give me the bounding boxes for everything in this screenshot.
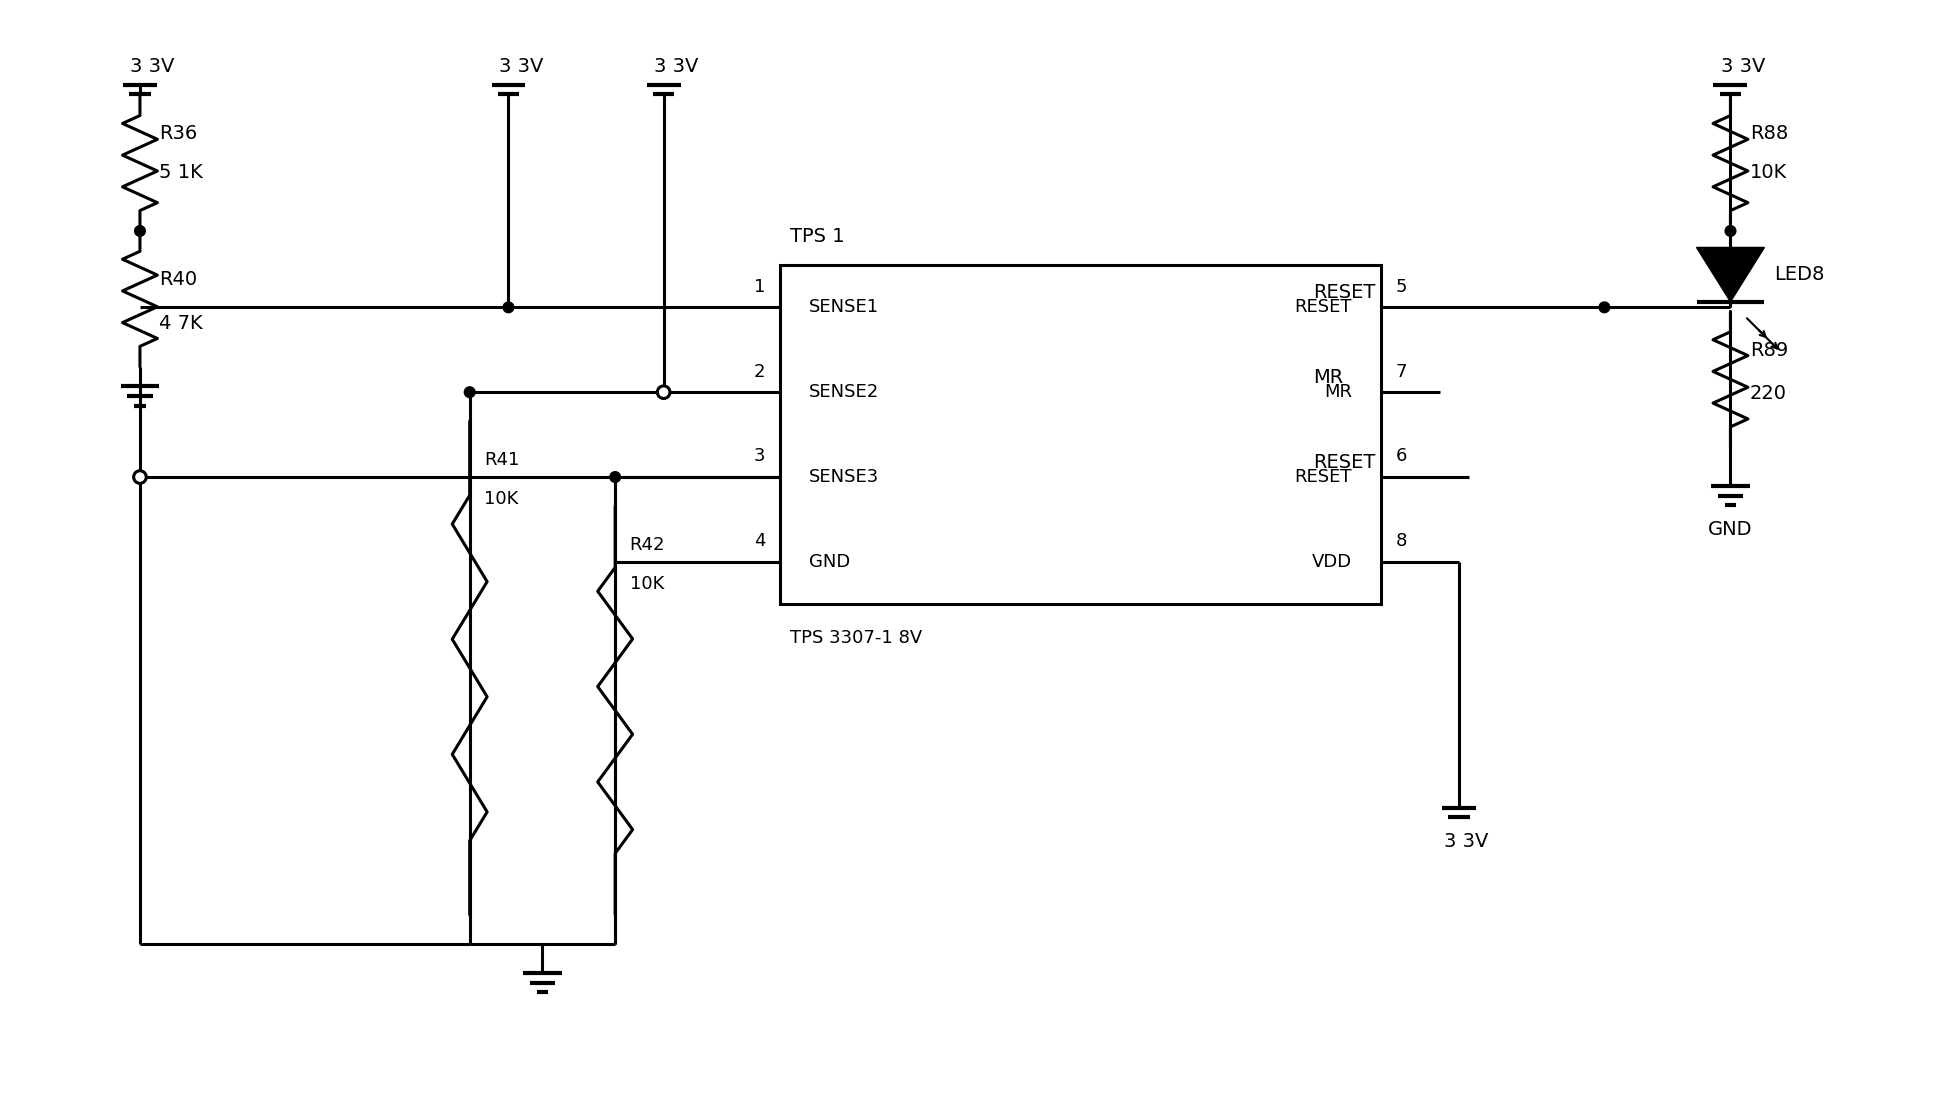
Text: SENSE2: SENSE2 xyxy=(808,383,879,401)
Text: RESET: RESET xyxy=(1295,468,1352,486)
Text: 4 7K: 4 7K xyxy=(160,314,203,333)
Text: R42: R42 xyxy=(629,536,664,554)
Circle shape xyxy=(610,472,621,483)
Text: 5: 5 xyxy=(1397,278,1406,295)
Text: R41: R41 xyxy=(485,451,520,469)
Text: 5 1K: 5 1K xyxy=(160,163,203,182)
Polygon shape xyxy=(1697,248,1765,302)
Circle shape xyxy=(656,386,670,399)
Text: GND: GND xyxy=(1708,520,1753,539)
Circle shape xyxy=(134,472,146,483)
Text: RESET: RESET xyxy=(1295,299,1352,316)
Text: 1: 1 xyxy=(754,278,766,295)
Text: R89: R89 xyxy=(1749,341,1788,359)
Circle shape xyxy=(503,302,514,313)
Text: MR: MR xyxy=(1325,383,1352,401)
Text: LED8: LED8 xyxy=(1775,266,1825,284)
Text: TPS 1: TPS 1 xyxy=(789,227,843,246)
Text: 3 3V: 3 3V xyxy=(1443,832,1488,851)
Text: 3: 3 xyxy=(754,447,766,465)
Text: 10K: 10K xyxy=(629,575,664,593)
Text: VDD: VDD xyxy=(1313,553,1352,571)
Text: 8: 8 xyxy=(1397,532,1406,550)
Circle shape xyxy=(1599,302,1609,313)
Text: 220: 220 xyxy=(1749,385,1786,403)
Text: 2: 2 xyxy=(754,363,766,380)
Text: 7: 7 xyxy=(1397,363,1406,380)
Text: MR: MR xyxy=(1313,368,1344,387)
Text: 3 3V: 3 3V xyxy=(1720,57,1765,76)
Text: SENSE1: SENSE1 xyxy=(808,299,879,316)
Text: GND: GND xyxy=(808,553,851,571)
Circle shape xyxy=(1726,226,1736,236)
Text: SENSE3: SENSE3 xyxy=(808,468,879,486)
Text: 10K: 10K xyxy=(1749,163,1786,182)
Text: 10K: 10K xyxy=(485,490,518,508)
Text: 4: 4 xyxy=(754,532,766,550)
Text: 6: 6 xyxy=(1397,447,1406,465)
Circle shape xyxy=(464,387,475,398)
Text: RESET: RESET xyxy=(1313,453,1375,472)
Text: TPS 3307-1 8V: TPS 3307-1 8V xyxy=(789,628,921,647)
Text: 3 3V: 3 3V xyxy=(131,57,175,76)
Text: R88: R88 xyxy=(1749,125,1788,143)
Text: R40: R40 xyxy=(160,270,197,289)
Text: RESET: RESET xyxy=(1313,283,1375,302)
Text: 3 3V: 3 3V xyxy=(499,57,543,76)
Circle shape xyxy=(134,471,146,484)
Bar xyxy=(779,264,1381,604)
Text: 3 3V: 3 3V xyxy=(655,57,697,76)
Text: R36: R36 xyxy=(160,125,197,143)
Circle shape xyxy=(134,226,146,236)
